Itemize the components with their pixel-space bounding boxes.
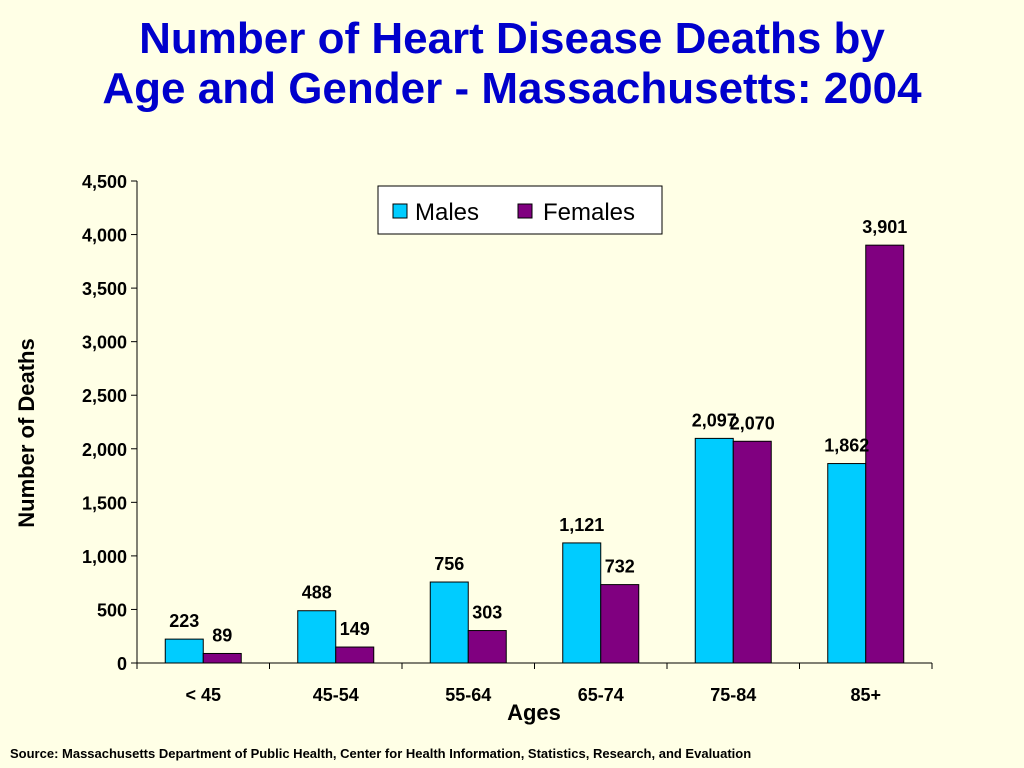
data-label-males: 1,862 bbox=[824, 436, 869, 456]
data-label-males: 2,097 bbox=[692, 410, 737, 430]
bar-females bbox=[600, 584, 640, 664]
legend: Males Females bbox=[377, 185, 663, 235]
bar-males bbox=[164, 638, 204, 664]
legend-label-males: Males bbox=[415, 199, 479, 226]
bar-males bbox=[297, 610, 337, 664]
data-label-females: 3,901 bbox=[862, 217, 907, 237]
x-axis: < 45 45-54 55-64 65-74 75-84 85+ bbox=[136, 662, 933, 705]
data-label-females: 303 bbox=[472, 603, 502, 623]
data-label-males: 1,121 bbox=[559, 515, 604, 535]
legend-swatch-females bbox=[517, 203, 533, 219]
chart-title-line-1: Number of Heart Disease Deaths by bbox=[139, 14, 885, 63]
data-label-males: 756 bbox=[434, 554, 464, 574]
bar-males bbox=[827, 463, 867, 664]
y-tick-label: 2,000 bbox=[82, 440, 127, 460]
chart-title-line-2: Age and Gender - Massachusetts: 2004 bbox=[102, 64, 922, 113]
data-label-males: 488 bbox=[302, 583, 332, 603]
x-tick-label: 75-84 bbox=[710, 685, 756, 705]
y-tick-label: 2,500 bbox=[82, 386, 127, 406]
x-axis-label: Ages bbox=[507, 700, 561, 725]
legend-swatch-males bbox=[392, 203, 408, 219]
x-tick-label: 45-54 bbox=[313, 685, 359, 705]
bar-females bbox=[335, 646, 375, 664]
bar-females bbox=[732, 440, 772, 664]
y-tick-label: 4,500 bbox=[82, 172, 127, 192]
bar-males bbox=[562, 542, 602, 664]
data-label-females: 732 bbox=[605, 557, 635, 577]
y-tick-label: 3,500 bbox=[82, 279, 127, 299]
data-label-males: 223 bbox=[169, 611, 199, 631]
y-tick-label: 0 bbox=[117, 654, 127, 674]
y-axis-label: Number of Deaths bbox=[14, 338, 39, 527]
chart-title: Number of Heart Disease Deaths by Age an… bbox=[0, 14, 1024, 114]
y-tick-label: 1,500 bbox=[82, 493, 127, 513]
y-tick-label: 3,000 bbox=[82, 333, 127, 353]
legend-label-females: Females bbox=[543, 199, 635, 226]
bar-females bbox=[202, 652, 242, 664]
x-tick-label: < 45 bbox=[185, 685, 221, 705]
bar-females bbox=[467, 630, 507, 664]
bar-males bbox=[429, 581, 469, 664]
x-tick-label: 85+ bbox=[850, 685, 881, 705]
x-tick-label: 55-64 bbox=[445, 685, 491, 705]
y-tick-label: 1,000 bbox=[82, 547, 127, 567]
data-label-females: 2,070 bbox=[730, 413, 775, 433]
data-label-females: 89 bbox=[212, 625, 232, 645]
y-axis: 0 500 1,000 1,500 2,000 2,500 3,000 3,500 4,000 4… bbox=[82, 172, 138, 674]
y-tick-label: 500 bbox=[97, 600, 127, 620]
data-label-females: 149 bbox=[340, 619, 370, 639]
bar-females bbox=[865, 244, 905, 664]
bar-males bbox=[694, 437, 734, 664]
y-tick-label: 4,000 bbox=[82, 226, 127, 246]
source-note: Source: Massachusetts Department of Publ… bbox=[10, 746, 752, 761]
bars bbox=[164, 244, 905, 664]
x-tick-label: 65-74 bbox=[578, 685, 624, 705]
